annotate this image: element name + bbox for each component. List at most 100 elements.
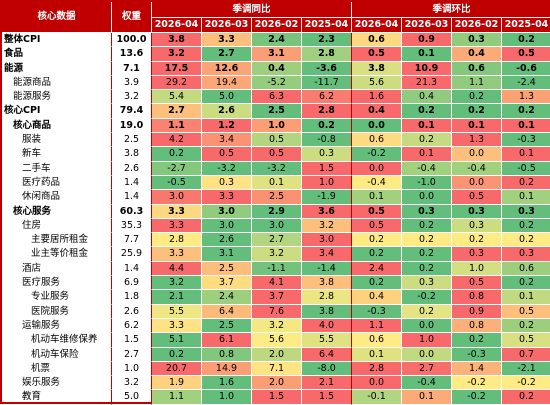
value-cell: 0.0 (402, 190, 452, 205)
row-label: 休闲商品 (2, 190, 112, 205)
weight-cell: 6.2 (112, 318, 152, 334)
weight-cell: 3.2 (112, 90, 152, 105)
period-header: 2026-02 (452, 18, 502, 33)
value-cell: 0.3 (502, 204, 550, 219)
value-cell: 6.4 (202, 304, 252, 319)
value-cell: -3.2 (252, 161, 302, 176)
value-cell: 2.3 (302, 33, 352, 48)
value-cell: -0.5 (152, 175, 202, 191)
period-header: 2026-03 (402, 18, 452, 33)
value-cell: 0.2 (452, 104, 502, 119)
row-label: 酒店 (2, 261, 112, 277)
value-cell: 4.0 (302, 318, 352, 334)
value-cell: 2.5 (202, 318, 252, 334)
value-cell: 3.8 (302, 304, 352, 319)
value-cell: 3.2 (152, 276, 202, 291)
value-cell: 0.9 (402, 33, 452, 48)
value-cell: 1.2 (202, 118, 252, 134)
value-cell: 0.2 (502, 218, 550, 234)
value-cell: -0.4 (352, 175, 402, 191)
value-cell: 0.5 (502, 47, 550, 62)
value-cell: 0.1 (402, 118, 452, 134)
value-cell: 0.2 (502, 318, 550, 334)
weight-cell: 6.9 (112, 276, 152, 291)
weight-cell: 100.0 (112, 33, 152, 48)
value-cell: 3.2 (152, 47, 202, 62)
value-cell: 1.5 (302, 390, 352, 405)
value-cell: 0.2 (352, 276, 402, 291)
row-label: 医疗服务 (2, 276, 112, 291)
value-cell: 0.4 (252, 61, 302, 76)
weight-cell: 1.4 (112, 261, 152, 277)
value-cell: -0.5 (502, 161, 550, 176)
row-label: 服装 (2, 133, 112, 148)
value-cell: 0.3 (452, 218, 502, 234)
value-cell: 0.0 (352, 161, 402, 176)
row-label: 运输服务 (2, 318, 112, 334)
value-cell: -1.4 (302, 261, 352, 277)
value-cell: 0.1 (352, 347, 402, 362)
value-cell: 0.3 (402, 204, 452, 219)
value-cell: 2.7 (202, 47, 252, 62)
value-cell: -0.2 (352, 147, 402, 162)
value-cell: 1.5 (302, 161, 352, 176)
value-cell: -3.6 (302, 61, 352, 76)
value-cell: 6.1 (202, 333, 252, 348)
value-cell: 0.1 (502, 147, 550, 162)
value-cell: 3.2 (252, 247, 302, 262)
row-label: 机动车保险 (2, 347, 112, 362)
value-cell: 3.1 (252, 47, 302, 62)
row-label: 二手车 (2, 161, 112, 176)
weight-cell: 3.9 (112, 75, 152, 91)
value-cell: 3.4 (202, 133, 252, 148)
weight-cell: 1.4 (112, 175, 152, 191)
value-cell: 0.0 (452, 175, 502, 191)
value-cell: 0.0 (352, 376, 402, 391)
value-cell: -2.7 (152, 161, 202, 176)
weight-cell: 7.7 (112, 233, 152, 248)
value-cell: 6.4 (302, 347, 352, 362)
value-cell: 3.0 (252, 218, 302, 234)
value-cell: 4.1 (252, 276, 302, 291)
value-cell: 0.5 (502, 333, 550, 348)
value-cell: 0.3 (502, 247, 550, 262)
weight-cell: 1.5 (112, 333, 152, 348)
value-cell: 0.4 (352, 104, 402, 119)
row-label: 医疗药品 (2, 175, 112, 191)
weight-cell: 2.7 (112, 347, 152, 362)
value-cell: 0.3 (402, 276, 452, 291)
value-cell: 2.6 (202, 233, 252, 248)
value-cell: 0.2 (152, 347, 202, 362)
period-header: 2026-03 (202, 18, 252, 33)
row-label: 专业服务 (2, 290, 112, 305)
weight-cell: 2.6 (112, 161, 152, 176)
value-cell: 2.8 (302, 47, 352, 62)
weight-cell: 5.0 (112, 390, 152, 405)
value-cell: 0.1 (452, 118, 502, 134)
value-cell: 0.5 (252, 147, 302, 162)
value-cell: 2.7 (252, 233, 302, 248)
value-cell: 1.1 (452, 75, 502, 91)
value-cell: 2.8 (302, 104, 352, 119)
value-cell: 0.1 (402, 390, 452, 405)
value-cell: 21.3 (402, 75, 452, 91)
value-cell: 3.2 (302, 218, 352, 234)
row-label: 能源服务 (2, 90, 112, 105)
value-cell: 0.8 (202, 347, 252, 362)
weight-cell: 1.8 (112, 290, 152, 305)
value-cell: 0.5 (352, 218, 402, 234)
header-name: 核心数据 (2, 2, 112, 33)
value-cell: -0.2 (452, 376, 502, 391)
value-cell: 0.3 (302, 147, 352, 162)
value-cell: -0.4 (452, 161, 502, 176)
weight-cell: 1.4 (112, 190, 152, 205)
value-cell: 2.7 (152, 104, 202, 119)
value-cell: 0.5 (452, 276, 502, 291)
value-cell: 2.5 (202, 261, 252, 277)
value-cell: 2.8 (302, 290, 352, 305)
value-cell: 0.5 (452, 190, 502, 205)
value-cell: 0.8 (452, 318, 502, 334)
group-header: 季调同比 (152, 2, 352, 18)
value-cell: 0.0 (352, 118, 402, 134)
value-cell: 1.1 (152, 118, 202, 134)
